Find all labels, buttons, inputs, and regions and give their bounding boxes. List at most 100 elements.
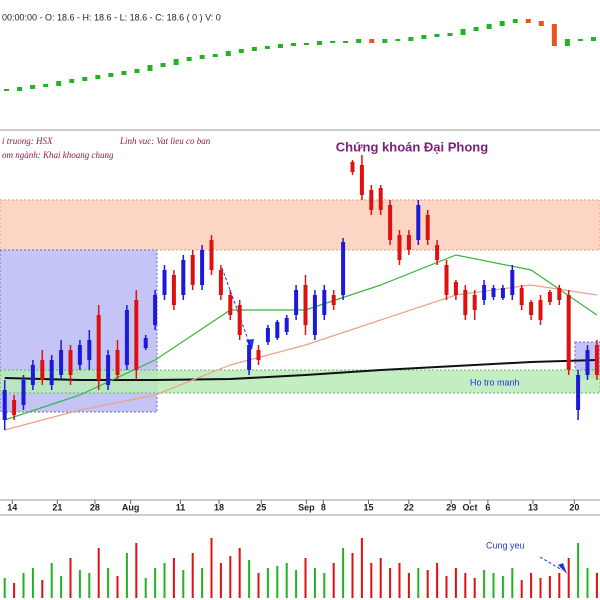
volume-bar — [304, 558, 307, 598]
volume-bar — [50, 563, 53, 598]
candle-body — [388, 205, 393, 240]
volume-bar — [172, 558, 175, 598]
candle-body — [143, 338, 148, 348]
mini-candle — [486, 24, 492, 29]
candle-body — [472, 295, 477, 310]
arrow — [539, 556, 563, 571]
x-tick-label: 20 — [569, 502, 579, 512]
volume-bar — [577, 543, 580, 598]
note: Linh vuc: Vat lieu co ban — [119, 136, 211, 146]
volume-bar — [454, 568, 457, 598]
mini-candle — [56, 81, 62, 86]
volume-bar — [191, 553, 194, 598]
volume-bar — [586, 568, 589, 598]
note: om ngành: Khai khoang chung — [2, 150, 114, 160]
note: i truong: HSX — [2, 136, 53, 146]
volume-bar — [257, 573, 260, 598]
candle-body — [453, 282, 458, 295]
candle-body — [49, 360, 54, 385]
volume-bar — [97, 548, 100, 598]
candle-body — [96, 315, 101, 380]
candle-body — [425, 215, 430, 240]
arrow-head — [558, 563, 567, 574]
candle-body — [378, 188, 383, 210]
candle-body — [397, 235, 402, 260]
candle-body — [594, 345, 599, 375]
mini-candle — [147, 65, 153, 71]
candle-body — [519, 288, 524, 305]
candle-body — [547, 292, 552, 302]
mini-candle — [199, 55, 205, 59]
candle-body — [435, 245, 440, 260]
candle-body — [134, 300, 139, 370]
candle-body — [218, 270, 223, 295]
x-tick-label: 22 — [404, 502, 414, 512]
mini-candle — [82, 77, 88, 81]
candle-body — [416, 205, 421, 240]
mini-candle — [317, 41, 323, 45]
mini-candle — [160, 63, 166, 67]
mini-candle — [343, 41, 349, 43]
mini-candle — [551, 24, 557, 46]
volume-bar — [285, 563, 288, 598]
moving-average — [4, 359, 597, 381]
volume-bar — [78, 570, 81, 598]
candle-body — [228, 295, 233, 315]
mini-candle — [30, 85, 36, 89]
mini-candle — [17, 87, 23, 91]
volume-bar — [360, 538, 363, 598]
annotation: Cung yeu — [486, 540, 525, 550]
volume-bar — [389, 568, 392, 598]
candle-body — [359, 165, 364, 195]
volume-bar — [248, 560, 251, 598]
volume-bar — [60, 576, 63, 598]
volume-bar — [313, 568, 316, 598]
mini-candle — [43, 84, 49, 87]
volume-bar — [135, 543, 138, 598]
candle-body — [162, 270, 167, 295]
volume-bar — [323, 573, 326, 598]
volume-bar — [558, 573, 561, 598]
x-tick-label: 21 — [52, 502, 62, 512]
x-tick-label: 18 — [214, 502, 224, 512]
zone-label: Ho tro manh — [470, 377, 520, 387]
x-tick-label: Aug — [122, 502, 140, 512]
volume-bar — [116, 576, 119, 598]
candle-body — [275, 322, 280, 338]
candle-body — [557, 288, 562, 300]
candle-body — [303, 285, 308, 325]
mini-candle — [395, 39, 401, 41]
volume-bar — [88, 573, 91, 598]
mini-candle — [460, 29, 466, 35]
volume-bar — [3, 578, 6, 598]
mini-candle — [434, 34, 440, 37]
volume-bar — [530, 573, 533, 598]
candle-body — [247, 345, 252, 370]
candle-body — [87, 340, 92, 360]
volume-bar — [125, 553, 128, 598]
volume-bar — [22, 573, 25, 598]
mini-candle — [95, 75, 101, 79]
candle-body — [491, 288, 496, 297]
volume-bar — [229, 556, 232, 598]
volume-bar — [144, 578, 147, 598]
mini-candle — [69, 79, 75, 83]
candle-body — [538, 300, 543, 320]
candle-body — [500, 288, 505, 298]
mini-candle — [356, 39, 362, 43]
volume-bar — [295, 570, 298, 598]
candle-body — [510, 270, 515, 295]
mini-candle — [212, 54, 218, 57]
mini-candle — [251, 47, 257, 51]
volume-bar — [219, 563, 222, 598]
volume-bar — [332, 563, 335, 598]
volume-bar — [407, 573, 410, 598]
mini-candle — [421, 35, 427, 39]
candle-body — [115, 350, 120, 375]
volume-bar — [154, 568, 157, 598]
mini-candle — [186, 57, 192, 61]
mini-candle — [538, 21, 544, 26]
candle-body — [331, 295, 336, 305]
